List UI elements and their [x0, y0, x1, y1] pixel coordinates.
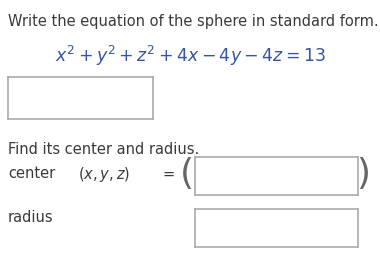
Text: radius: radius [8, 210, 54, 225]
Text: Write the equation of the sphere in standard form.: Write the equation of the sphere in stan… [8, 14, 378, 29]
Text: $(x, y, z)$: $(x, y, z)$ [78, 164, 130, 183]
Text: $x^2 + y^2 + z^2 + 4x - 4y - 4z = 13$: $x^2 + y^2 + z^2 + 4x - 4y - 4z = 13$ [55, 44, 325, 68]
Text: center: center [8, 166, 55, 181]
Text: =: = [163, 166, 175, 181]
Text: (: ( [180, 156, 194, 190]
Text: Find its center and radius.: Find its center and radius. [8, 141, 199, 156]
Text: ): ) [356, 156, 370, 190]
